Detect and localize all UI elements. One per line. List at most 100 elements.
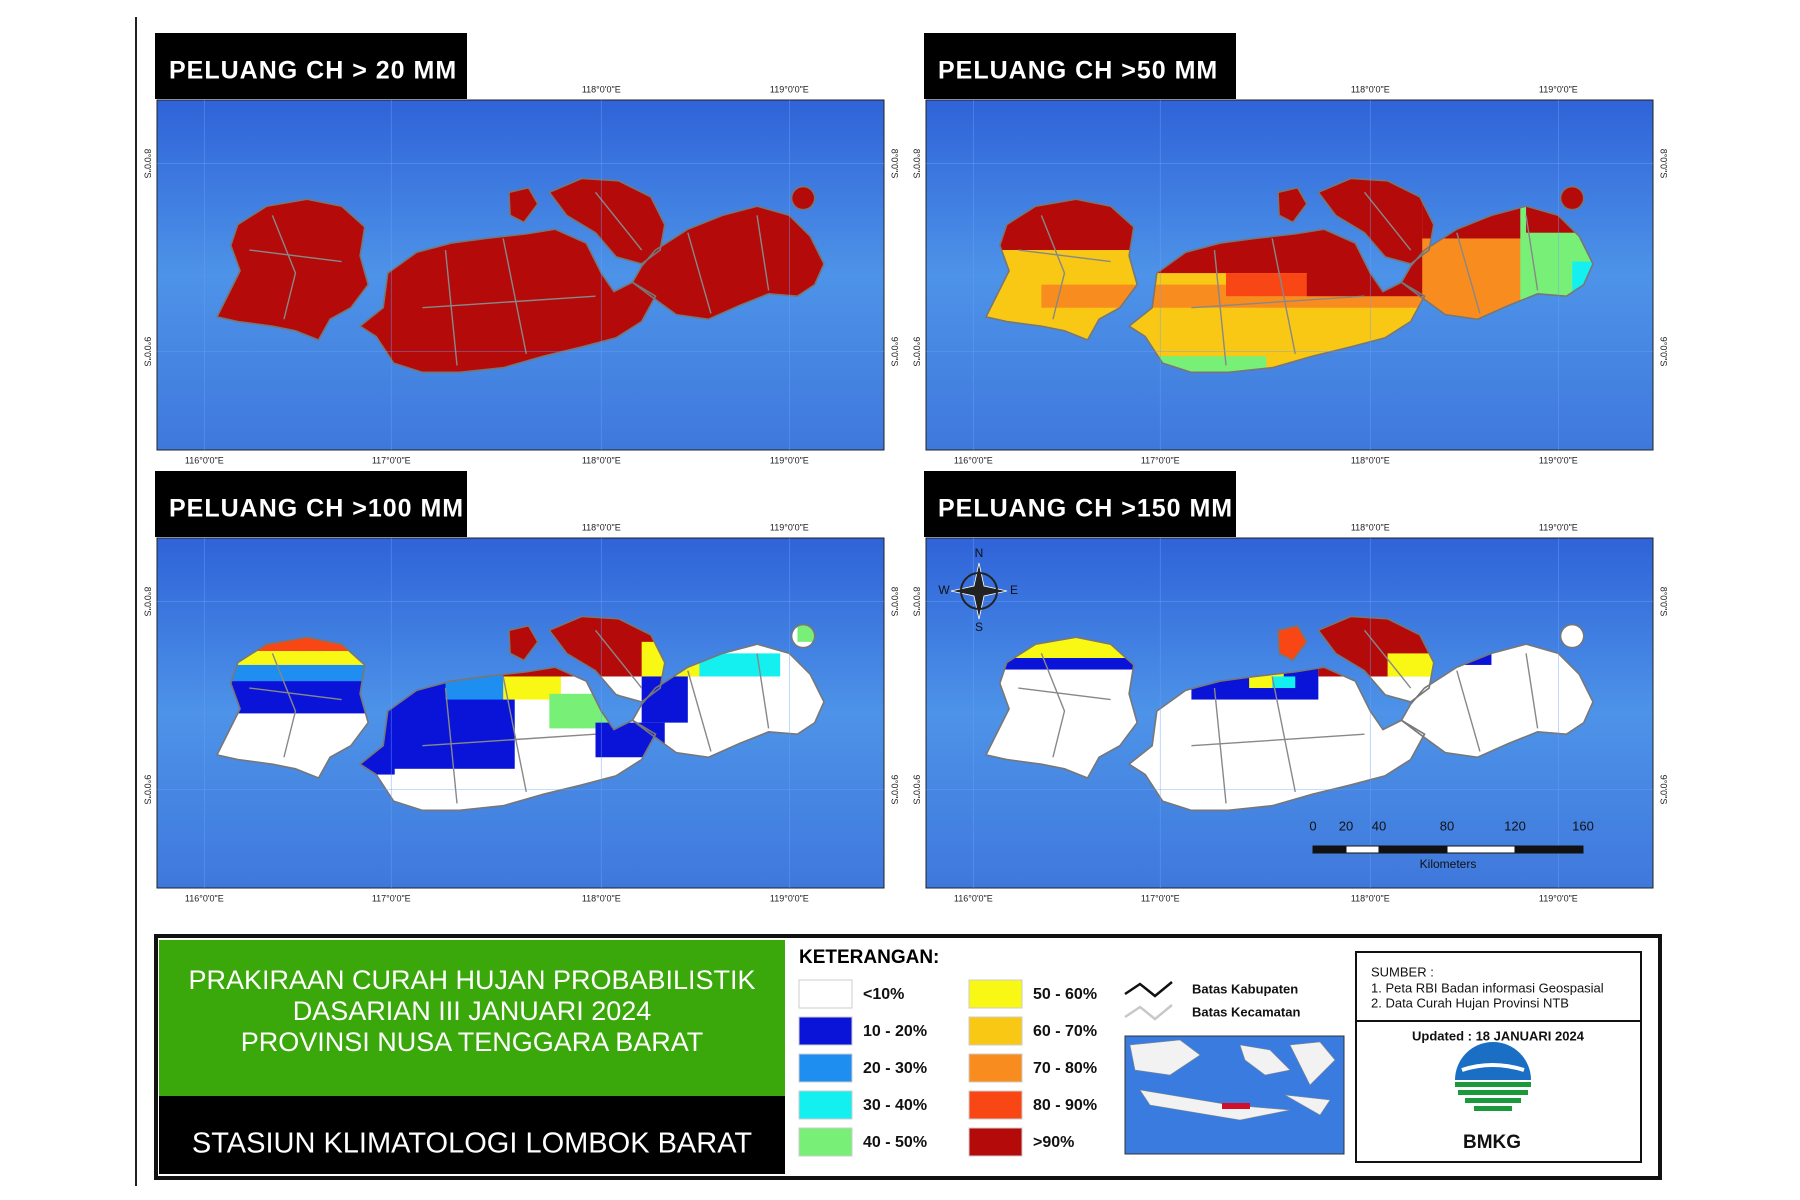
- panel-title: PELUANG CH >50 MM: [938, 57, 1218, 85]
- island-outline: [1561, 625, 1584, 648]
- lat-label: 9°0'0"S: [143, 337, 153, 367]
- district-lines: [1018, 192, 1537, 365]
- map-panel: PELUANG CH >50 MM 116°0'0"E 117°0'0"E 118°0…: [912, 33, 1669, 465]
- island-outline: [1129, 667, 1424, 810]
- legend-label: 50 - 60%: [1033, 986, 1097, 1003]
- lon-label: 119°0'0"E: [770, 522, 809, 532]
- island-outline: [986, 199, 1137, 340]
- scale-tick: 160: [1572, 818, 1594, 833]
- scale-tick: 80: [1440, 818, 1454, 833]
- legend-swatch: [968, 1127, 1023, 1157]
- lon-label: 116°0'0"E: [954, 455, 993, 465]
- compass-ring: [960, 572, 998, 610]
- island-outline: [1401, 206, 1593, 319]
- scale-segment: [1378, 845, 1448, 854]
- source-item: 2. Data Curah Hujan Provinsi NTB: [1371, 995, 1569, 1010]
- panel-title: PELUANG CH > 20 MM: [169, 57, 457, 85]
- lon-label: 118°0'0"E: [582, 455, 621, 465]
- island-outline: [1129, 229, 1424, 372]
- lat-label: 9°0'0"S: [143, 775, 153, 805]
- island-outline: [549, 616, 664, 701]
- lon-label: 116°0'0"E: [185, 893, 224, 903]
- lon-label: 119°0'0"E: [770, 84, 809, 94]
- lon-label: 117°0'0"E: [1141, 893, 1180, 903]
- island-outline: [509, 188, 538, 223]
- map-panel: PELUANG CH >150 MM 116°0'0"E 117°0'0"E 118°…: [912, 471, 1669, 903]
- lon-label: 117°0'0"E: [1141, 455, 1180, 465]
- legend-label: 30 - 40%: [863, 1097, 927, 1114]
- island-outline: [792, 187, 815, 210]
- block-title: DASARIAN III JANUARI 2024: [293, 996, 652, 1026]
- legend-label: 80 - 90%: [1033, 1097, 1097, 1114]
- lon-label: 119°0'0"E: [1539, 84, 1578, 94]
- lat-label: 8°0'0"S: [912, 149, 922, 179]
- legend-label: 60 - 70%: [1033, 1023, 1097, 1040]
- legend-label: 20 - 30%: [863, 1060, 927, 1077]
- title-tab: [924, 471, 1236, 537]
- lat-label: 9°0'0"S: [912, 337, 922, 367]
- title-box: [159, 940, 785, 1096]
- probability-zone: [217, 681, 377, 714]
- legend-swatch: [798, 979, 853, 1009]
- island-outline: [1278, 626, 1307, 661]
- island-outline: [217, 199, 368, 340]
- block-title: PROVINSI NUSA TENGGARA BARAT: [241, 1027, 704, 1057]
- legend-line-label: Batas Kabupaten: [1192, 981, 1298, 996]
- probability-zone: [1387, 653, 1446, 677]
- logo: [1455, 1042, 1531, 1111]
- probability-zone: [217, 664, 377, 682]
- inset-ntb: [1222, 1103, 1250, 1109]
- lat-label: 8°0'0"S: [912, 587, 922, 617]
- lon-label: 119°0'0"E: [770, 455, 809, 465]
- map-panel: PELUANG CH >100 MM 116°0'0"E 117°0'0"E 118°…: [143, 471, 900, 903]
- legend-swatch: [798, 1016, 853, 1046]
- island-outline: [632, 206, 824, 319]
- lat-label: 8°0'0"S: [143, 149, 153, 179]
- scale-tick: 40: [1372, 818, 1386, 833]
- compass-letter: N: [975, 546, 984, 560]
- lon-label: 119°0'0"E: [1539, 522, 1578, 532]
- compass-letter: E: [1010, 583, 1018, 597]
- legend-swatch: [968, 979, 1023, 1009]
- station-box: [159, 1096, 785, 1174]
- compass-rose: [950, 562, 1008, 620]
- island-outline: [360, 667, 655, 810]
- probability-zone: [986, 658, 1146, 670]
- probability-zone: [1272, 676, 1296, 689]
- lon-label: 118°0'0"E: [1351, 522, 1390, 532]
- lat-label: 8°0'0"S: [1659, 149, 1669, 179]
- legend-swatch: [798, 1053, 853, 1083]
- island-outline: [1561, 187, 1584, 210]
- legend-swatch: [968, 1053, 1023, 1083]
- district-lines: [1018, 630, 1537, 803]
- lon-label: 117°0'0"E: [372, 455, 411, 465]
- lat-label: 9°0'0"S: [890, 775, 900, 805]
- scale-segment: [1446, 845, 1516, 854]
- panel-title: PELUANG CH >150 MM: [938, 495, 1233, 523]
- island-outline: [1318, 616, 1433, 701]
- lat-label: 9°0'0"S: [1659, 337, 1669, 367]
- island-outline: [217, 637, 368, 778]
- updated: Updated : 18 JANUARI 2024: [1412, 1028, 1585, 1043]
- lon-label: 118°0'0"E: [582, 893, 621, 903]
- legend-label: >90%: [1033, 1134, 1074, 1151]
- block-title: PRAKIRAAN CURAH HUJAN PROBABILISTIK: [188, 965, 755, 995]
- scale-tick: 20: [1339, 818, 1353, 833]
- district-lines: [249, 630, 768, 803]
- lon-label: 116°0'0"E: [954, 893, 993, 903]
- lat-label: 8°0'0"S: [890, 149, 900, 179]
- title-tab: [155, 33, 467, 99]
- legend-line-label: Batas Kecamatan: [1192, 1004, 1300, 1019]
- island-outline: [1318, 178, 1433, 263]
- lon-label: 119°0'0"E: [1539, 455, 1578, 465]
- station-name: STASIUN KLIMATOLOGI LOMBOK BARAT: [192, 1128, 753, 1160]
- lat-label: 8°0'0"S: [1659, 587, 1669, 617]
- scale-tick: 120: [1504, 818, 1526, 833]
- compass-letter: W: [938, 583, 950, 597]
- scale-tick: 0: [1309, 818, 1316, 833]
- lon-label: 119°0'0"E: [770, 893, 809, 903]
- legend-label: <10%: [863, 986, 904, 1003]
- lon-label: 118°0'0"E: [1351, 893, 1390, 903]
- lon-label: 116°0'0"E: [185, 455, 224, 465]
- island-outline: [1278, 188, 1307, 223]
